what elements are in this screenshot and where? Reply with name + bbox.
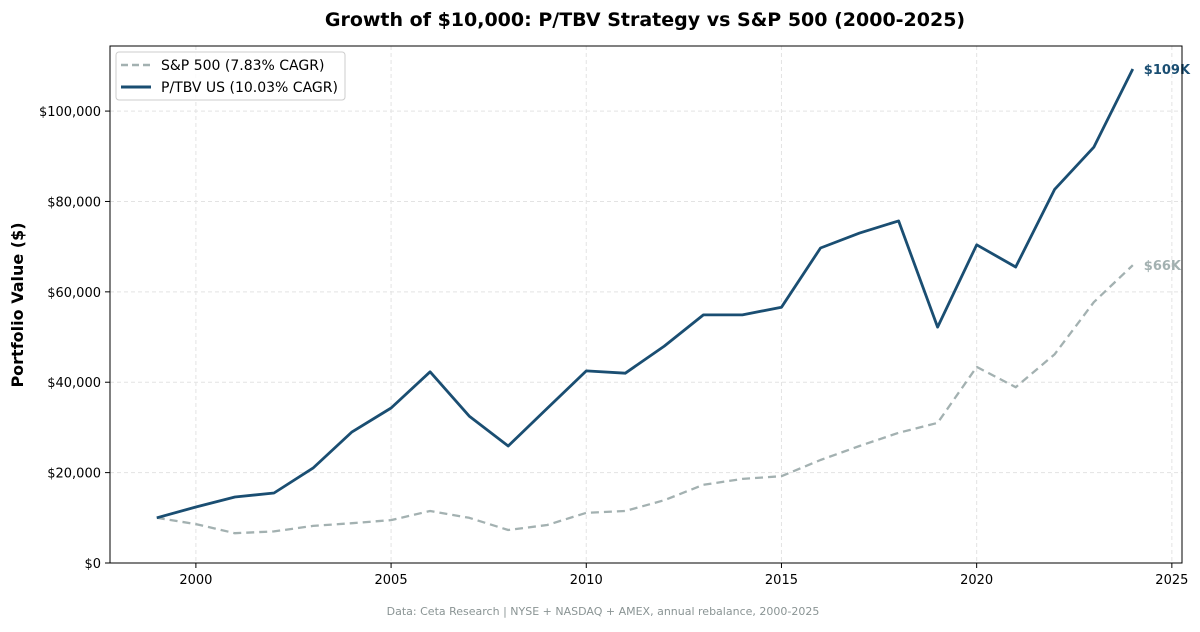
y-tick-label: $80,000 xyxy=(47,195,101,210)
y-tick-label: $100,000 xyxy=(39,105,101,120)
x-tick-label: 2020 xyxy=(960,573,993,588)
legend-label-ptbv: P/TBV US (10.03% CAGR) xyxy=(161,80,338,96)
y-tick-label: $60,000 xyxy=(47,286,101,301)
series-lines: $66K $109K xyxy=(157,63,1191,533)
legend-label-sp500: S&P 500 (7.83% CAGR) xyxy=(161,58,324,74)
x-tick-label: 2015 xyxy=(765,573,798,588)
footnote: Data: Ceta Research | NYSE + NASDAQ + AM… xyxy=(387,605,820,618)
end-label: $109K xyxy=(1144,63,1191,78)
end-label: $66K xyxy=(1144,259,1182,274)
y-axis-label: Portfolio Value ($) xyxy=(8,222,27,387)
chart-title: Growth of $10,000: P/TBV Strategy vs S&P… xyxy=(325,9,965,31)
x-tick-label: 2025 xyxy=(1155,573,1188,588)
plot-frame xyxy=(110,46,1182,563)
x-tick-label: 2005 xyxy=(375,573,408,588)
x-tick-label: 2000 xyxy=(179,573,212,588)
series-line-sp500 xyxy=(157,265,1133,533)
y-tick-label: $40,000 xyxy=(47,376,101,391)
x-tick-label: 2010 xyxy=(570,573,603,588)
series-line-ptbv xyxy=(157,69,1133,518)
x-axis: 2000 2005 2010 2015 2020 2025 xyxy=(179,563,1188,588)
legend: S&P 500 (7.83% CAGR) P/TBV US (10.03% CA… xyxy=(116,52,345,100)
grid xyxy=(110,46,1182,563)
y-axis: $0 $20,000 $40,000 $60,000 $80,000 $100,000 xyxy=(39,105,110,572)
y-tick-label: $20,000 xyxy=(47,467,101,482)
y-tick-label: $0 xyxy=(84,557,101,572)
